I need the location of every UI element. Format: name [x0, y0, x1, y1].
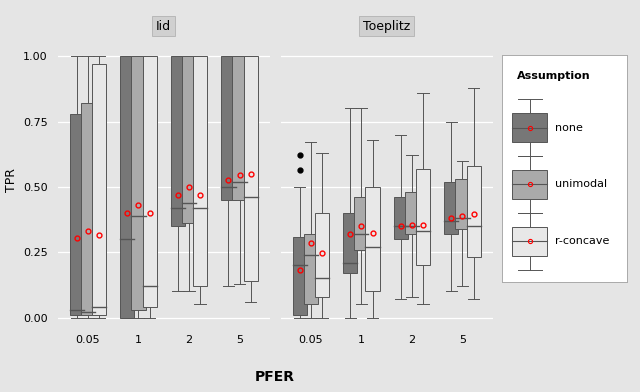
- FancyBboxPatch shape: [92, 64, 106, 315]
- FancyBboxPatch shape: [193, 56, 207, 286]
- FancyBboxPatch shape: [355, 197, 369, 250]
- FancyBboxPatch shape: [304, 234, 318, 305]
- FancyBboxPatch shape: [444, 181, 458, 234]
- FancyBboxPatch shape: [513, 170, 547, 199]
- FancyBboxPatch shape: [456, 179, 470, 229]
- FancyBboxPatch shape: [513, 113, 547, 142]
- FancyBboxPatch shape: [131, 56, 145, 310]
- Text: unimodal: unimodal: [555, 180, 607, 189]
- FancyBboxPatch shape: [221, 56, 236, 200]
- FancyBboxPatch shape: [232, 56, 246, 200]
- Title: Iid: Iid: [156, 20, 172, 33]
- FancyBboxPatch shape: [394, 197, 408, 239]
- Text: r-concave: r-concave: [555, 236, 609, 246]
- FancyBboxPatch shape: [182, 56, 196, 223]
- Title: Toeplitz: Toeplitz: [363, 20, 410, 33]
- FancyBboxPatch shape: [343, 213, 357, 273]
- FancyBboxPatch shape: [467, 166, 481, 258]
- FancyBboxPatch shape: [292, 236, 307, 315]
- Text: none: none: [555, 123, 582, 132]
- FancyBboxPatch shape: [405, 192, 419, 234]
- FancyBboxPatch shape: [315, 213, 329, 297]
- FancyBboxPatch shape: [120, 56, 134, 318]
- FancyBboxPatch shape: [171, 56, 185, 226]
- FancyBboxPatch shape: [70, 114, 84, 315]
- FancyBboxPatch shape: [513, 227, 547, 256]
- FancyBboxPatch shape: [365, 187, 380, 291]
- Text: Assumption: Assumption: [517, 71, 591, 81]
- FancyBboxPatch shape: [416, 169, 430, 265]
- Text: PFER: PFER: [255, 370, 295, 384]
- FancyBboxPatch shape: [143, 56, 157, 307]
- Y-axis label: TPR: TPR: [4, 168, 17, 192]
- FancyBboxPatch shape: [81, 103, 95, 315]
- FancyBboxPatch shape: [244, 56, 258, 281]
